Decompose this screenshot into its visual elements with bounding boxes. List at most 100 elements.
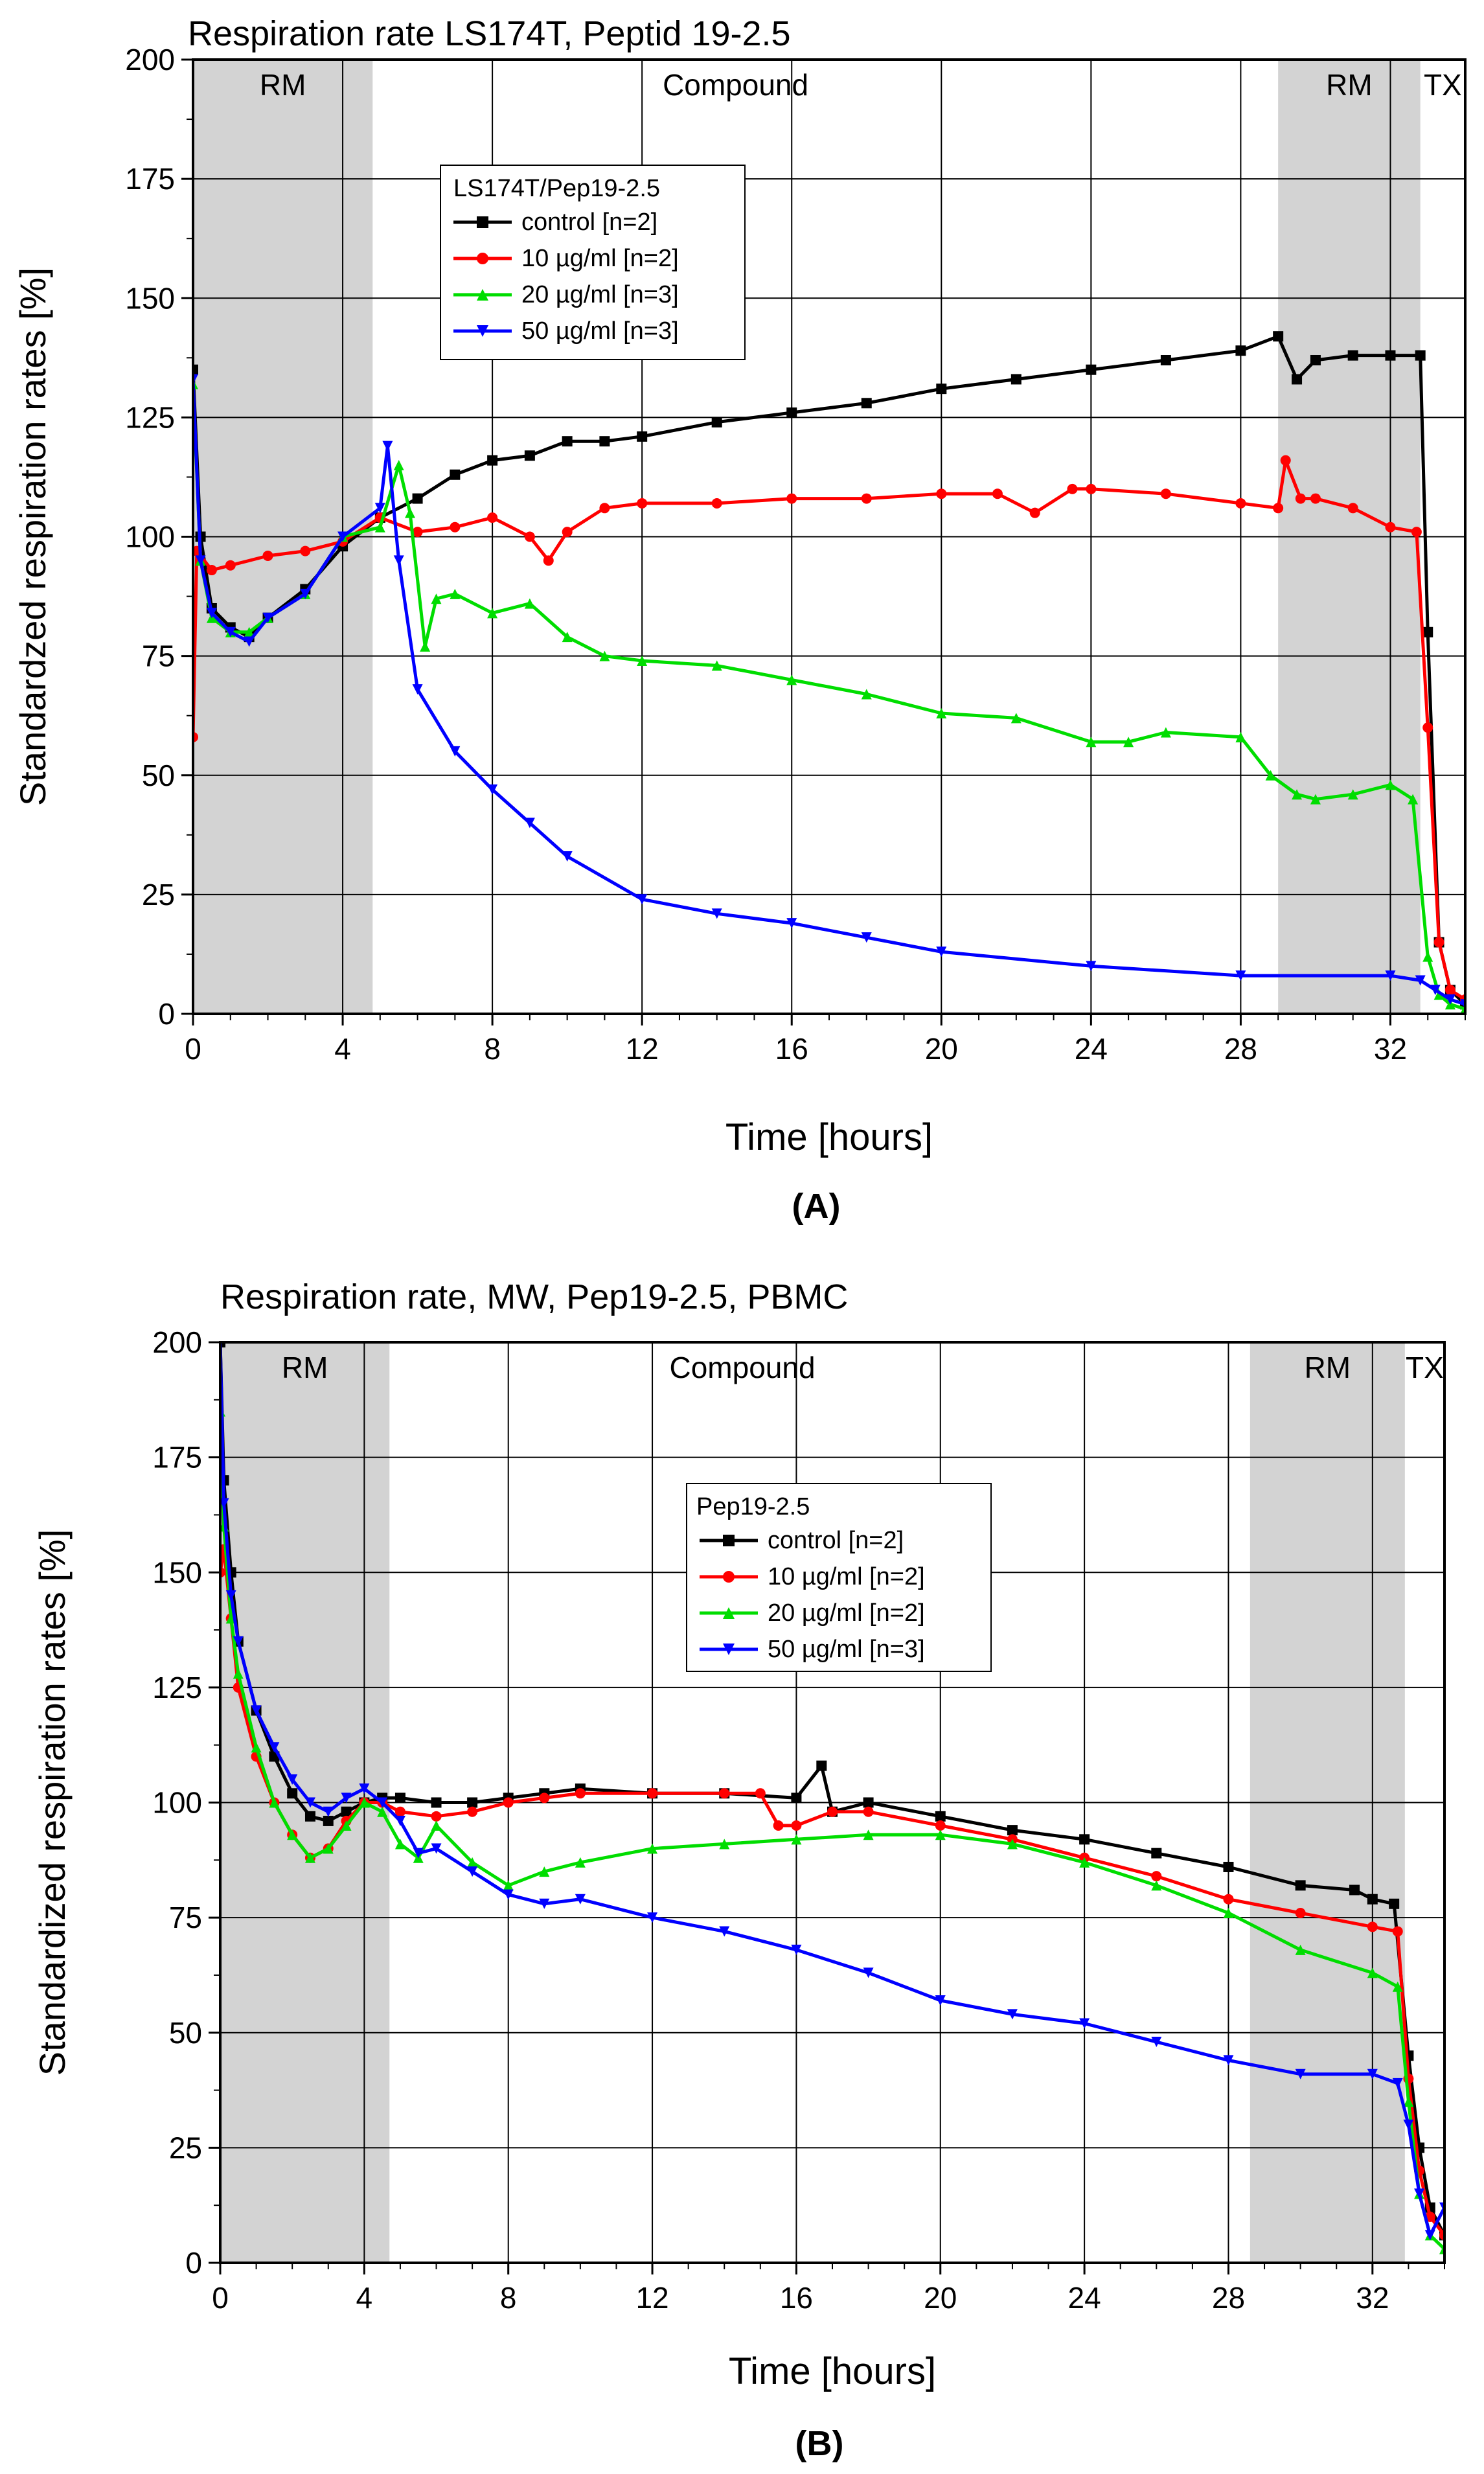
data-point bbox=[647, 1912, 658, 1923]
data-point bbox=[1223, 2055, 1234, 2066]
data-point bbox=[524, 598, 535, 609]
data-point bbox=[936, 708, 947, 719]
data-point bbox=[467, 1806, 478, 1817]
data-point bbox=[394, 1806, 405, 1817]
data-point bbox=[543, 555, 554, 566]
data-point bbox=[1295, 1880, 1306, 1891]
data-point bbox=[287, 1788, 298, 1799]
data-point bbox=[723, 1644, 735, 1655]
y-tick-label: 150 bbox=[152, 1555, 202, 1589]
data-point bbox=[562, 851, 573, 862]
data-point bbox=[1010, 374, 1022, 385]
data-point bbox=[431, 593, 442, 604]
data-point bbox=[300, 588, 311, 599]
data-point bbox=[450, 588, 461, 599]
data-point bbox=[323, 1815, 334, 1826]
legend-title: LS174T/Pep19-2.5 bbox=[453, 175, 660, 202]
y-tick-label: 125 bbox=[125, 400, 175, 434]
data-point bbox=[220, 1498, 229, 1509]
y-tick-label: 175 bbox=[125, 162, 175, 196]
data-point bbox=[637, 655, 648, 666]
data-point bbox=[1367, 1894, 1378, 1905]
data-point bbox=[1392, 2078, 1403, 2089]
region-label: RM bbox=[1326, 68, 1373, 102]
data-point bbox=[719, 1788, 730, 1799]
legend-box bbox=[440, 165, 746, 360]
data-point bbox=[377, 1797, 388, 1808]
data-point bbox=[539, 1898, 550, 1909]
data-point bbox=[992, 488, 1003, 499]
legend: LS174T/Pep19-2.5 control [n=2] 10 µg/ml [n… bbox=[440, 165, 746, 360]
data-point bbox=[1223, 1861, 1234, 1872]
data-point bbox=[1029, 507, 1040, 518]
data-point bbox=[304, 1852, 315, 1863]
data-point bbox=[524, 818, 535, 829]
data-point bbox=[467, 1797, 478, 1808]
chart-panel-0: RM Compound RM TX 0 4 8 12 16 20 24 28 32 0 25 50 75 100 1… bbox=[12, 14, 1467, 1226]
data-point bbox=[816, 1760, 827, 1771]
data-point bbox=[1160, 354, 1171, 365]
x-tick-label: 24 bbox=[1075, 1032, 1108, 1066]
data-point bbox=[786, 407, 797, 418]
data-point bbox=[1444, 994, 1455, 1005]
data-point bbox=[393, 460, 404, 471]
data-point bbox=[1385, 350, 1396, 361]
y-tick-label: 200 bbox=[125, 43, 175, 76]
data-point bbox=[431, 1843, 442, 1854]
data-point bbox=[1310, 493, 1321, 504]
region-label: RM bbox=[1305, 1351, 1351, 1384]
region-label: TX bbox=[1406, 1351, 1444, 1384]
data-point bbox=[1295, 1908, 1306, 1919]
data-point bbox=[1392, 1981, 1403, 1992]
data-point bbox=[575, 1788, 586, 1799]
legend-entry: 10 µg/ml [n=2] bbox=[768, 1563, 925, 1590]
panel-label: (B) bbox=[795, 2424, 844, 2463]
x-tick-label: 12 bbox=[626, 1032, 659, 1066]
data-point bbox=[786, 674, 797, 685]
data-point bbox=[1265, 770, 1276, 781]
data-point bbox=[1347, 503, 1358, 514]
data-point bbox=[1422, 722, 1433, 733]
data-point bbox=[341, 1793, 352, 1804]
data-point bbox=[1235, 731, 1246, 742]
data-point bbox=[637, 431, 648, 442]
data-point bbox=[251, 1742, 262, 1753]
chart-panel-1: RM Compound RM TX 0 4 8 12 16 20 24 28 32 0 25 50 75 100 1… bbox=[32, 1277, 1446, 2463]
data-point bbox=[323, 1843, 334, 1854]
region-label: RM bbox=[260, 68, 306, 102]
data-point bbox=[1403, 2096, 1414, 2107]
data-point bbox=[1151, 2036, 1162, 2047]
data-point bbox=[599, 436, 610, 447]
data-point bbox=[562, 527, 573, 538]
data-point bbox=[467, 1866, 478, 1877]
data-point bbox=[599, 503, 610, 514]
region-label: RM bbox=[282, 1351, 328, 1384]
data-point bbox=[723, 1571, 735, 1583]
data-point bbox=[1151, 1871, 1162, 1882]
data-point bbox=[791, 1944, 802, 1955]
data-point bbox=[1079, 1834, 1090, 1845]
data-point bbox=[413, 1848, 424, 1859]
y-tick-label: 25 bbox=[142, 878, 175, 911]
x-tick-label: 0 bbox=[185, 1032, 201, 1066]
data-point bbox=[1079, 1857, 1090, 1868]
region-label: Compound bbox=[670, 1351, 816, 1384]
data-point bbox=[1367, 1921, 1378, 1932]
legend-entry: control [n=2] bbox=[768, 1527, 904, 1554]
data-point bbox=[637, 894, 648, 905]
x-tick-label: 4 bbox=[334, 1032, 351, 1066]
region-label: Compound bbox=[663, 68, 808, 102]
y-tick-label: 0 bbox=[185, 2246, 202, 2280]
data-point bbox=[575, 1894, 586, 1905]
data-point bbox=[1235, 345, 1246, 356]
data-point bbox=[861, 932, 872, 943]
y-tick-label: 50 bbox=[169, 2016, 202, 2050]
data-point bbox=[359, 1797, 370, 1808]
data-point bbox=[1310, 794, 1321, 805]
y-axis-label: Standardzed respiration rates [%] bbox=[12, 268, 53, 806]
data-point bbox=[262, 612, 273, 623]
legend-entry: 50 µg/ml [n=3] bbox=[768, 1636, 925, 1663]
data-point bbox=[269, 1742, 280, 1753]
data-point bbox=[861, 398, 872, 409]
